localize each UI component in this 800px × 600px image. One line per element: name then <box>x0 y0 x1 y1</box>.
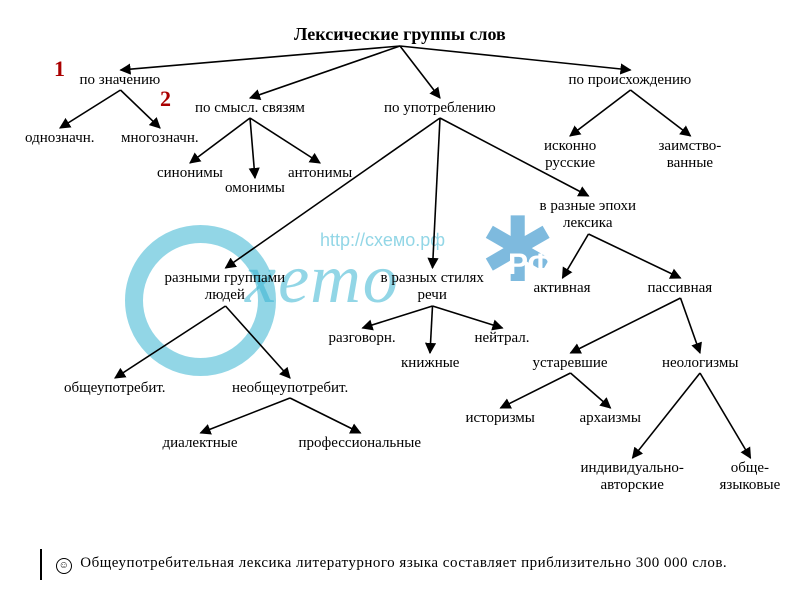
annotation-1: 1 <box>54 56 65 82</box>
node-sinon: синонимы <box>157 165 223 182</box>
node-proish: по происхождению <box>569 72 692 89</box>
footer-text: Общеупотребительная лексика литературног… <box>80 555 727 571</box>
node-neob: необщеупотребит. <box>232 380 348 397</box>
node-prof: профессиональные <box>299 435 422 452</box>
node-iskon: исконнорусские <box>544 138 596 173</box>
watermark-badge: РФ <box>508 248 553 282</box>
node-neolog: неологизмы <box>662 355 738 372</box>
node-knizh: книжные <box>401 355 459 372</box>
node-znach: по значению <box>80 72 161 89</box>
node-smysl: по смысл. связям <box>195 100 305 117</box>
node-grupp: разными группамилюдей <box>165 270 286 305</box>
node-mnogo: многозначн. <box>121 130 199 147</box>
node-omon: омонимы <box>225 180 285 197</box>
node-odnoz: однозначн. <box>25 130 95 147</box>
node-istor: историзмы <box>466 410 535 427</box>
node-arha: архаизмы <box>580 410 641 427</box>
node-indav: индивидуально-авторские <box>581 460 684 495</box>
node-stili: в разных стиляхречи <box>381 270 484 305</box>
node-razg: разговорн. <box>329 330 396 347</box>
node-obyaz: обще-языковые <box>720 460 781 495</box>
node-obshe: общеупотребит. <box>64 380 166 397</box>
node-ustar: устаревшие <box>533 355 608 372</box>
node-upotr: по употреблению <box>384 100 496 117</box>
smile-icon: ☺ <box>56 558 72 574</box>
node-dial: диалектные <box>163 435 238 452</box>
footer-note: ☺ Общеупотребительная лексика литературн… <box>40 549 770 580</box>
node-passiv: пассивная <box>648 280 713 297</box>
node-epohi: в разные эпохилексика <box>540 198 637 233</box>
node-neitr: нейтрал. <box>475 330 530 347</box>
node-aktiv: активная <box>534 280 591 297</box>
node-anton: антонимы <box>288 165 352 182</box>
node-root: Лексические группы слов <box>294 24 506 45</box>
annotation-2: 2 <box>160 86 171 112</box>
node-zaim: заимство-ванные <box>659 138 722 173</box>
watermark-url: http://схемо.рф <box>320 230 445 251</box>
